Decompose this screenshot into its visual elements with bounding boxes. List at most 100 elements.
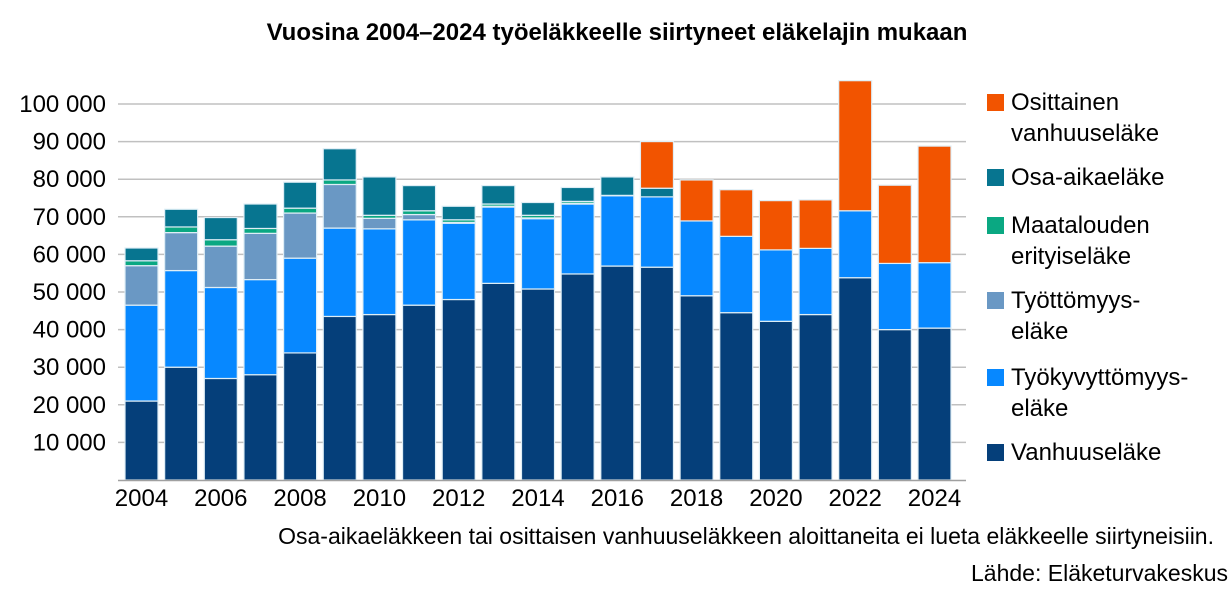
bar-segment [520,218,556,290]
bar-segment [401,184,437,212]
x-tick-label: 2016 [591,485,644,512]
legend-label: Osa-aikaeläke [1011,164,1164,191]
bar-segment [481,184,516,205]
bar-segment [877,329,912,481]
bar-segment [917,262,952,329]
bar-stack-2011 [401,184,437,481]
legend-label: Maatalouden [1011,212,1150,239]
legend-item: Osittainen vanhuuseläke [987,89,1159,147]
y-tick-label: 70 000 [33,204,106,231]
bar-segment [798,199,833,249]
bar-stack-2015 [560,186,595,481]
bar-segment [401,304,437,481]
bar-segment [283,257,318,354]
bar-segment [639,187,675,198]
bar-segment [283,352,318,481]
bar-segment [362,313,397,481]
legend-label: eläke [1011,395,1068,422]
bar-segment [441,205,476,221]
bar-segment [758,320,794,481]
legend-label: vanhuuseläke [1011,120,1159,147]
bar-stack-2016 [600,176,635,481]
x-tick-label: 2020 [749,485,802,512]
bar-segment [322,227,357,318]
y-tick-label: 60 000 [33,241,106,268]
bar-segment [441,298,476,481]
bar-segment [283,207,318,214]
bar-segment [600,176,635,196]
bar-stack-2023 [877,184,912,481]
bar-segment [243,374,278,481]
x-tick-label: 2018 [670,485,723,512]
legend-item: Työkyvyttömyys-eläke [987,364,1188,422]
x-tick-label: 2022 [829,485,882,512]
bar-segment [362,176,397,216]
bar-stack-2004 [124,247,159,481]
bar-stack-2020 [758,200,794,481]
bar-stack-2019 [719,189,754,481]
bar-segment [917,145,952,264]
y-tick-label: 30 000 [33,354,106,381]
bar-segment [639,266,675,481]
legend-label: Työkyvyttömyys- [1011,364,1188,391]
bar-segment [481,206,516,284]
chart-title: Vuosina 2004–2024 työeläkkeelle siirtyne… [267,19,968,46]
bar-segment [243,232,278,281]
y-tick-label: 40 000 [33,317,106,344]
bar-stack-2022 [838,80,873,481]
bar-stack-2007 [243,203,278,481]
legend-swatch [987,94,1004,111]
bar-segment [877,184,912,265]
bar-segment [283,181,318,209]
legend-item: Maatalouden erityiseläke [987,212,1150,270]
y-tick-label: 100 000 [19,91,106,118]
bar-segment [719,235,754,314]
bar-segment [560,273,595,481]
bar-segment [283,212,318,259]
legend-label: eläke [1011,318,1068,345]
bar-segment [560,203,595,275]
bar-segment [124,265,159,306]
bar-segment [719,312,754,481]
bar-segment [679,295,714,481]
bar-segment [719,189,754,237]
bar-segment [322,148,357,181]
y-tick-label: 50 000 [33,279,106,306]
bar-segment [600,195,635,267]
legend-label: Työttömyys- [1011,287,1140,314]
bar-segment [243,203,278,230]
bar-segment [322,179,357,186]
bar-segment [362,217,397,230]
x-tick-label: 2006 [194,485,247,512]
bar-segment [164,366,199,481]
x-tick-label: 2014 [511,485,564,512]
bar-segment [203,377,238,481]
source-note: Lähde: Eläketurvakeskus [971,560,1228,586]
bar-stack-2006 [203,216,238,481]
bar-segment [164,231,199,272]
y-axis-labels: 10 000 20 000 30 000 40 000 50 000 60 000 70 0… [19,91,106,456]
bar-stack-2013 [481,184,516,481]
bar-segment [679,179,714,222]
legend-item: Työttömyys-eläke [987,287,1140,345]
bar-segment [758,249,794,322]
legend-swatch [987,444,1004,461]
bar-segment [560,186,595,202]
bar-segment [520,201,556,216]
x-tick-label: 2024 [908,485,961,512]
bar-stack-2005 [164,208,199,481]
footnote: Osa-aikaeläkkeen tai osittaisen vanhuuse… [278,523,1214,549]
x-tick-label: 2010 [353,485,406,512]
bar-segment [203,245,238,289]
y-tick-label: 10 000 [33,429,106,456]
bar-segment [679,220,714,297]
bar-segment [877,262,912,331]
legend-label: Vanhuuseläke [1011,439,1161,466]
bar-stack-2010 [362,176,397,481]
bar-segment [124,400,159,481]
bar-segment [243,227,278,234]
legend-swatch [987,169,1004,186]
legend-label: Osittainen [1011,89,1119,116]
y-tick-label: 20 000 [33,392,106,419]
